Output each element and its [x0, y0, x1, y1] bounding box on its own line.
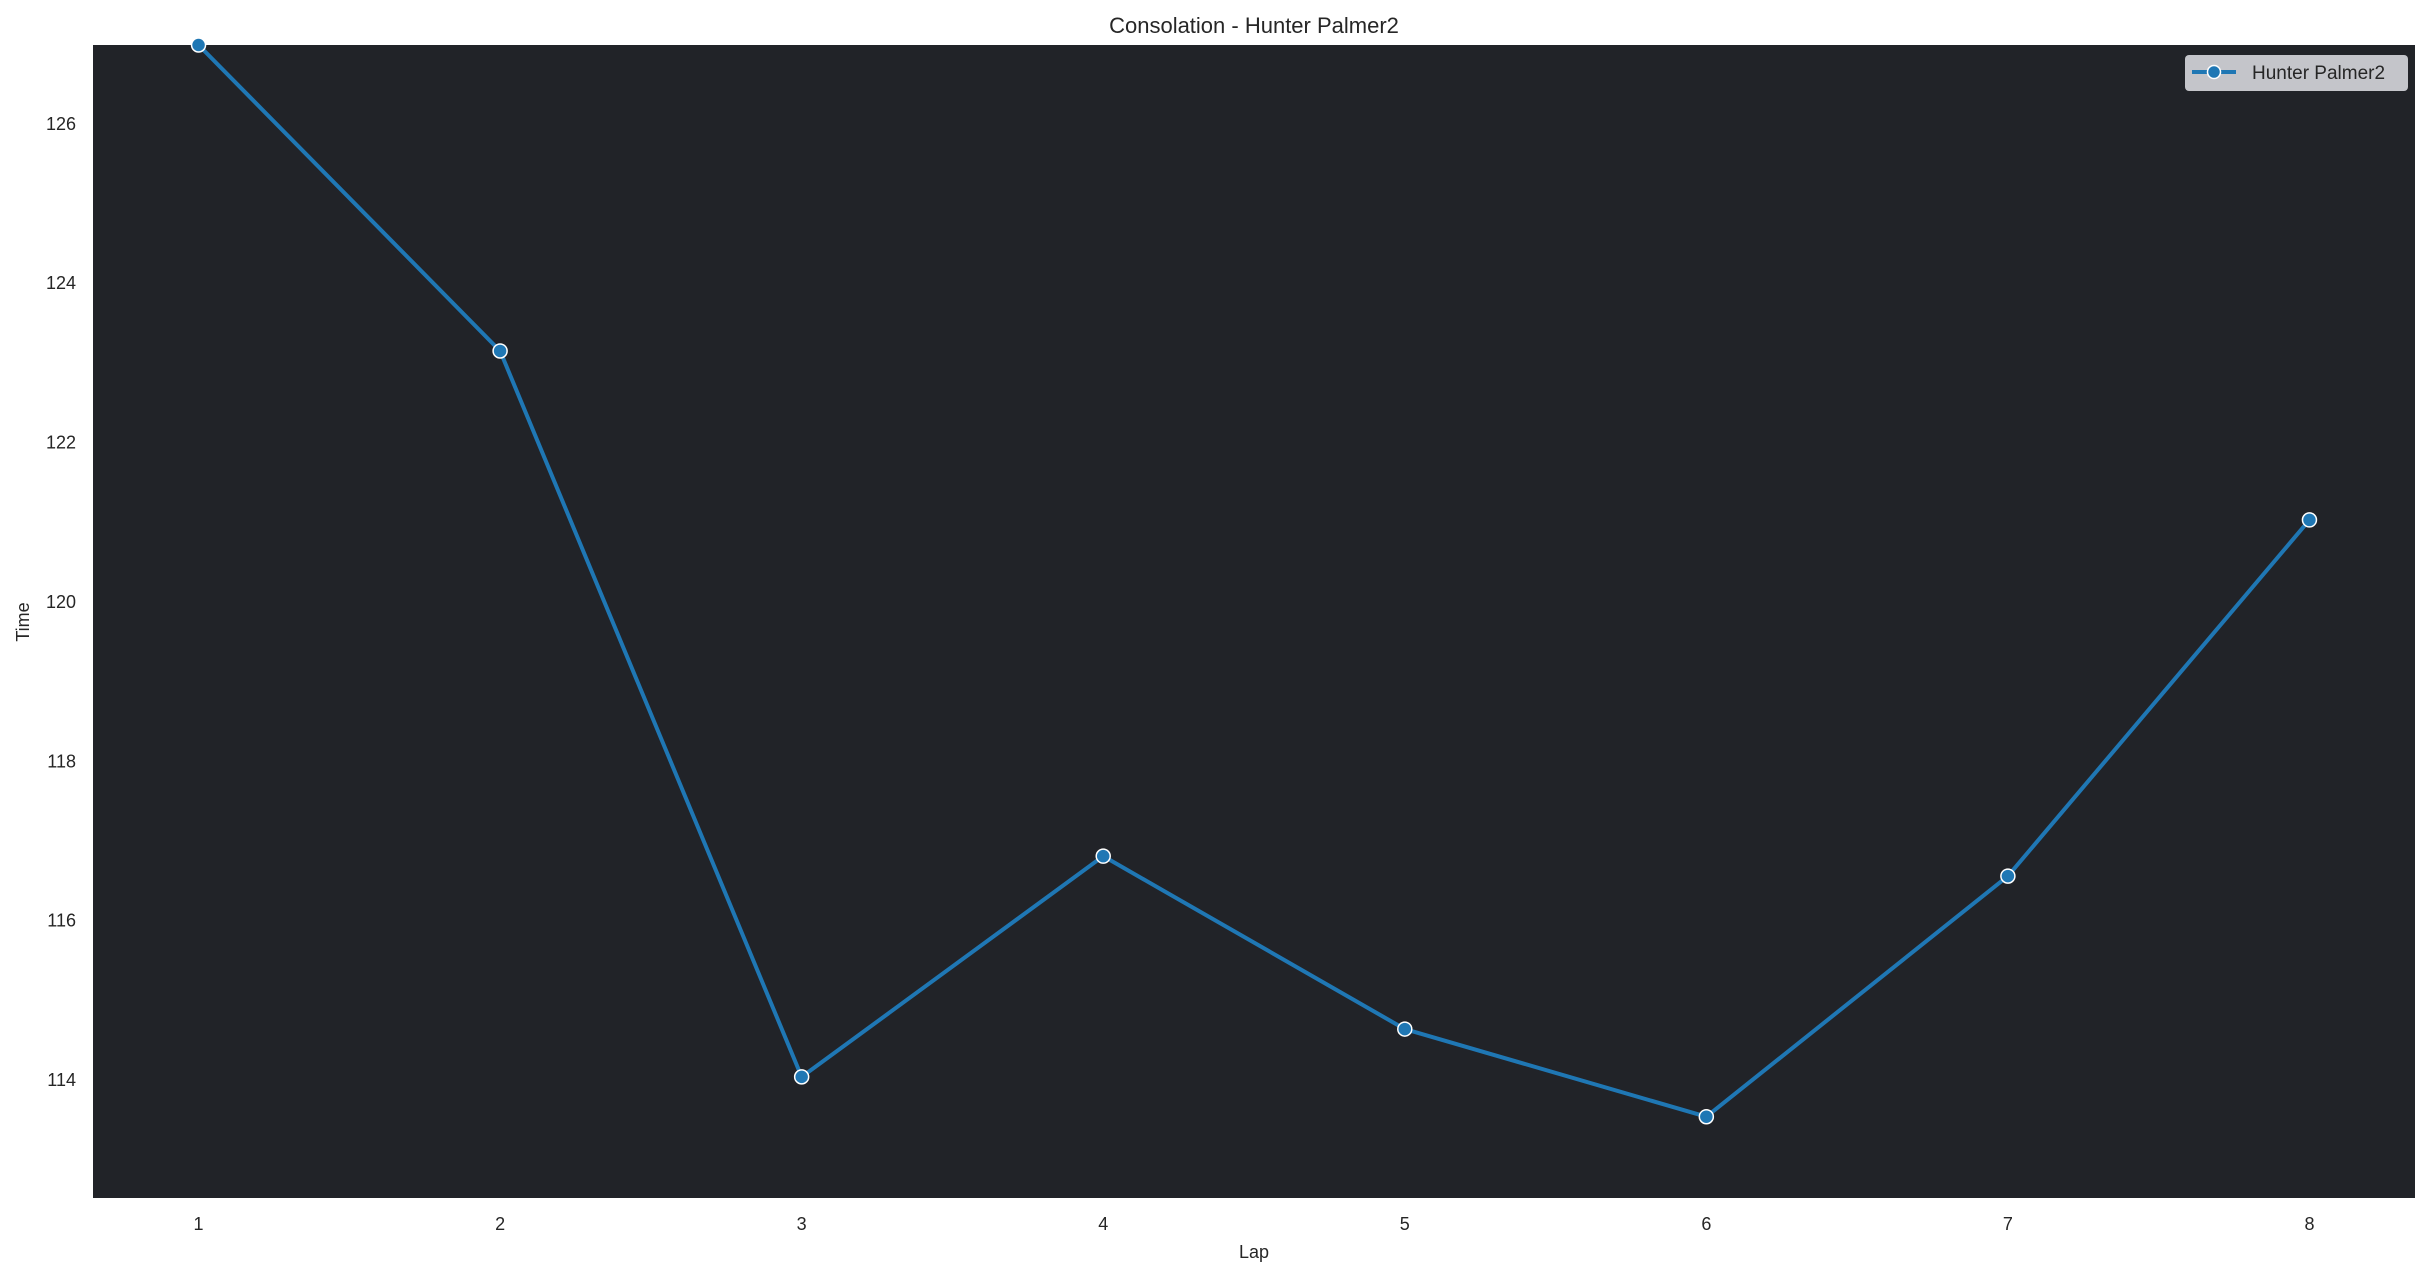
x-tick-label: 5	[1400, 1214, 1410, 1234]
x-axis-label: Lap	[1239, 1242, 1269, 1262]
x-tick-label: 2	[495, 1214, 505, 1234]
y-axis-label: Time	[13, 602, 33, 641]
data-point	[1698, 1108, 1715, 1125]
y-tick-label: 124	[46, 273, 76, 293]
legend-label: Hunter Palmer2	[2252, 63, 2385, 84]
x-tick-label: 1	[194, 1214, 204, 1234]
series-line	[197, 43, 2311, 1119]
data-point	[492, 343, 508, 359]
y-tick-label: 122	[46, 433, 76, 453]
y-tick-label: 116	[47, 911, 76, 931]
plot-area	[93, 45, 2415, 1198]
data-point	[793, 1069, 810, 1085]
chart-title: Consolation - Hunter Palmer2	[1109, 13, 1399, 38]
data-point	[190, 37, 207, 53]
x-tick-label: 6	[1701, 1214, 1711, 1234]
x-tick-label: 3	[797, 1214, 807, 1234]
data-point	[2301, 512, 2318, 528]
y-tick-label: 118	[47, 751, 76, 771]
data-point	[1397, 1021, 1413, 1037]
y-tick-label: 120	[46, 592, 76, 612]
data-point	[2000, 868, 2016, 884]
legend: Hunter Palmer2	[2185, 55, 2408, 91]
y-tick-label: 114	[47, 1070, 76, 1090]
legend-marker-swatch	[2206, 64, 2222, 80]
x-tick-label: 7	[2003, 1214, 2013, 1234]
x-tick-label: 4	[1098, 1214, 1108, 1234]
data-point	[1095, 848, 1111, 864]
x-tick-label: 8	[2304, 1214, 2314, 1234]
y-tick-label: 126	[46, 114, 76, 134]
legend-box	[2185, 55, 2408, 91]
